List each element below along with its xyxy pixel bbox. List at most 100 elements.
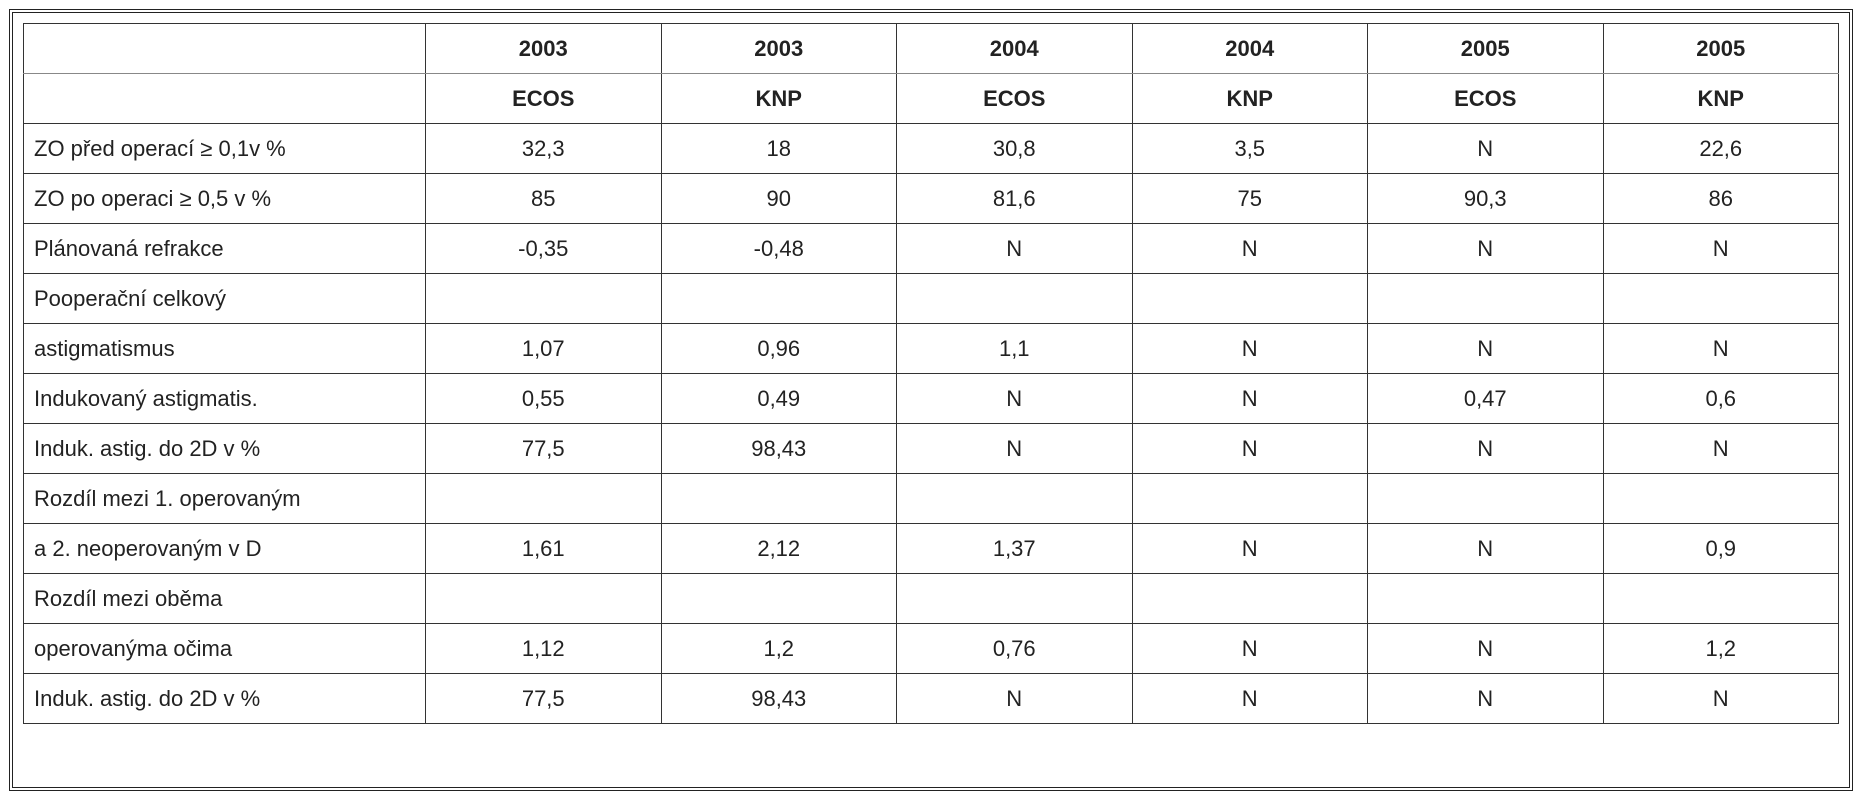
cell: N (1602, 423, 1839, 474)
cell: N (1367, 673, 1604, 724)
data-table: 2003 2003 2004 2004 2005 2005 ECOS KNP ECOS KNP EC… (23, 23, 1839, 724)
empty-cell (1131, 273, 1368, 324)
body-row: Rozdíl mezi oběma (23, 573, 1839, 624)
empty-cell (1602, 573, 1839, 624)
cell: 75 (1131, 173, 1368, 224)
cell: 22,6 (1602, 123, 1839, 174)
header-row: 2003 2003 2004 2004 2005 2005 (23, 23, 1839, 74)
cell: N (1131, 523, 1368, 574)
empty-cell (660, 573, 897, 624)
body-row: Rozdíl mezi 1. operovaným (23, 473, 1839, 524)
cell: 0,6 (1602, 373, 1839, 424)
cell: 0,76 (896, 623, 1133, 674)
header-row: ECOS KNP ECOS KNP ECOS KNP (23, 73, 1839, 124)
cell: N (1131, 673, 1368, 724)
row-label: Rozdíl mezi oběma (23, 573, 426, 624)
header-group: ECOS (896, 73, 1133, 124)
body-row: Pooperační celkový (23, 273, 1839, 324)
cell: N (1602, 323, 1839, 374)
row-label: Rozdíl mezi 1. operovaným (23, 473, 426, 524)
cell: -0,48 (660, 223, 897, 274)
empty-cell (1367, 573, 1604, 624)
cell: 0,55 (425, 373, 662, 424)
cell: N (1131, 623, 1368, 674)
empty-cell (425, 573, 662, 624)
cell: 0,9 (1602, 523, 1839, 574)
header-year: 2005 (1602, 23, 1839, 74)
empty-cell (660, 473, 897, 524)
header-year: 2005 (1367, 23, 1604, 74)
body-row: Induk. astig. do 2D v % 77,5 98,43 N N N N (23, 423, 1839, 474)
cell: 1,37 (896, 523, 1133, 574)
cell: 32,3 (425, 123, 662, 174)
cell: N (1602, 673, 1839, 724)
cell: 86 (1602, 173, 1839, 224)
empty-cell (1367, 473, 1604, 524)
cell: 1,2 (660, 623, 897, 674)
cell: N (1367, 623, 1604, 674)
empty-cell (1367, 273, 1604, 324)
cell: 1,1 (896, 323, 1133, 374)
empty-cell (1602, 273, 1839, 324)
cell: -0,35 (425, 223, 662, 274)
empty-cell (896, 473, 1133, 524)
cell: 0,47 (1367, 373, 1604, 424)
body-row: a 2. neoperovaným v D 1,61 2,12 1,37 N N 0,9 (23, 523, 1839, 574)
table-frame: 2003 2003 2004 2004 2005 2005 ECOS KNP ECOS KNP EC… (9, 9, 1853, 791)
cell: 1,61 (425, 523, 662, 574)
body-row: Indukovaný astigmatis. 0,55 0,49 N N 0,47 0,6 (23, 373, 1839, 424)
cell: 1,2 (1602, 623, 1839, 674)
header-corner (23, 23, 426, 74)
empty-cell (1131, 473, 1368, 524)
cell: N (896, 423, 1133, 474)
empty-cell (425, 473, 662, 524)
empty-cell (660, 273, 897, 324)
cell: 18 (660, 123, 897, 174)
row-label: Induk. astig. do 2D v % (23, 423, 426, 474)
row-label: Pooperační celkový (23, 273, 426, 324)
cell: 81,6 (896, 173, 1133, 224)
header-group: KNP (1131, 73, 1368, 124)
cell: N (896, 673, 1133, 724)
cell: N (1131, 423, 1368, 474)
row-label: Induk. astig. do 2D v % (23, 673, 426, 724)
row-label: a 2. neoperovaným v D (23, 523, 426, 574)
row-label: ZO před operací ≥ 0,1v % (23, 123, 426, 174)
body-row: ZO před operací ≥ 0,1v % 32,3 18 30,8 3,5 N 22… (23, 123, 1839, 174)
header-group: ECOS (425, 73, 662, 124)
cell: 85 (425, 173, 662, 224)
row-label: ZO po operaci ≥ 0,5 v % (23, 173, 426, 224)
cell: 1,07 (425, 323, 662, 374)
cell: N (1367, 323, 1604, 374)
empty-cell (896, 273, 1133, 324)
cell: 3,5 (1131, 123, 1368, 174)
body-row: Induk. astig. do 2D v % 77,5 98,43 N N N N (23, 673, 1839, 724)
cell: N (1367, 423, 1604, 474)
cell: 30,8 (896, 123, 1133, 174)
cell: N (1367, 123, 1604, 174)
body-row: ZO po operaci ≥ 0,5 v % 85 90 81,6 75 90,3 86 (23, 173, 1839, 224)
cell: N (896, 373, 1133, 424)
cell: N (896, 223, 1133, 274)
cell: N (1131, 223, 1368, 274)
cell: N (1602, 223, 1839, 274)
cell: 0,49 (660, 373, 897, 424)
row-label: operovanýma očima (23, 623, 426, 674)
cell: 90 (660, 173, 897, 224)
body-row: operovanýma očima 1,12 1,2 0,76 N N 1,2 (23, 623, 1839, 674)
cell: 77,5 (425, 423, 662, 474)
header-group: ECOS (1367, 73, 1604, 124)
cell: N (1367, 223, 1604, 274)
header-group: KNP (660, 73, 897, 124)
empty-cell (1602, 473, 1839, 524)
cell: 98,43 (660, 673, 897, 724)
body-row: astigmatismus 1,07 0,96 1,1 N N N (23, 323, 1839, 374)
header-corner (23, 73, 426, 124)
cell: 98,43 (660, 423, 897, 474)
cell: 2,12 (660, 523, 897, 574)
row-label: Plánovaná refrakce (23, 223, 426, 274)
header-group: KNP (1602, 73, 1839, 124)
empty-cell (1131, 573, 1368, 624)
cell: 0,96 (660, 323, 897, 374)
